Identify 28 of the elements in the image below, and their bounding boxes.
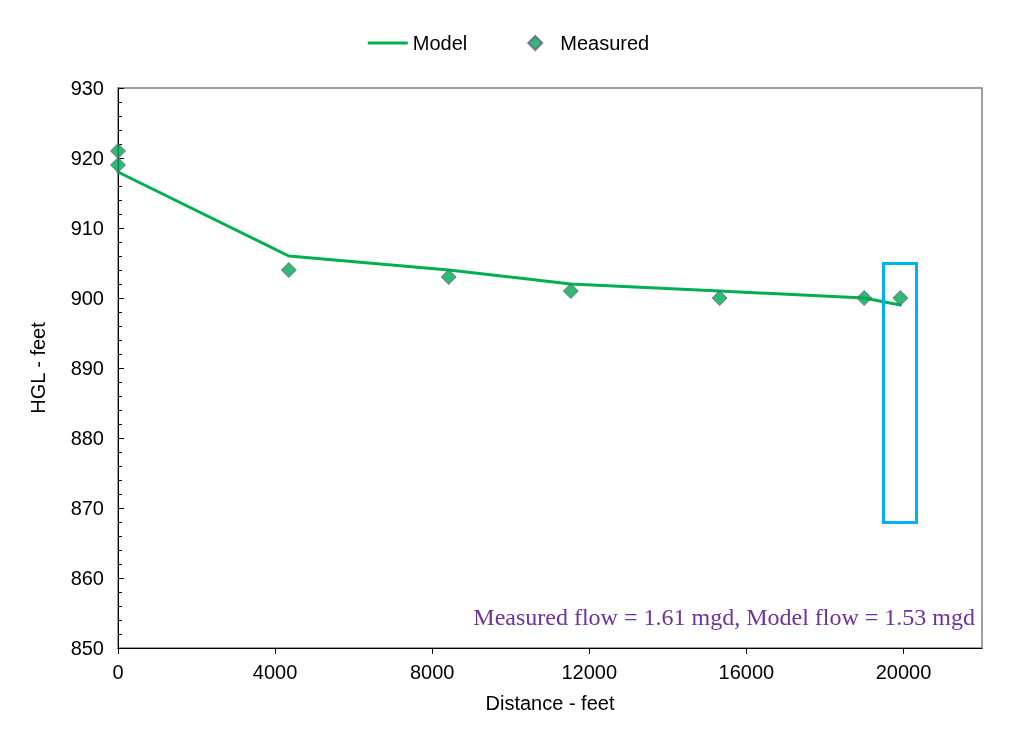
point [562,283,579,299]
y-tick-label: 930 [70,77,104,99]
legend-label: Measured [560,32,650,54]
x-tick-label: 0 [112,661,124,683]
point [280,262,297,278]
x-tick-label: 4000 [252,661,298,683]
point [110,143,126,159]
y-tick-label: 910 [70,217,104,239]
x-tick-label: 8000 [409,661,455,683]
y-tick-label: 890 [70,357,104,379]
x-tick-label: 12000 [561,661,618,683]
y-tick-label: 850 [70,637,104,659]
annotation: Measured flow = 1.61 mgd, Model flow = 1.53 mgd [473,604,976,630]
y-axis-title: HGL - feet [27,321,49,414]
y-tick-label: 880 [70,427,104,449]
point [856,290,873,306]
y-tick-label: 920 [70,147,104,169]
point [892,290,909,306]
y-tick-label: 870 [70,497,104,519]
y-tick-label: 860 [70,567,104,589]
x-tick-label: 20000 [875,661,932,683]
point [110,157,126,173]
legend-label: Model [412,32,468,54]
point [711,290,728,306]
x-axis-title: Distance - feet [485,692,615,714]
y-tick-label: 900 [70,287,104,309]
point [440,269,457,285]
x-tick-label: 16000 [718,661,775,683]
